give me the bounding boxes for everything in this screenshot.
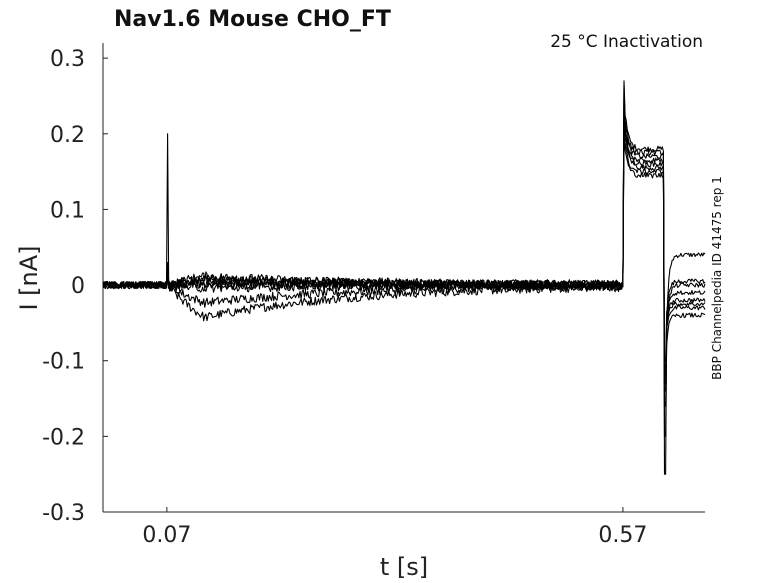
y-tick-label: -0.1	[42, 350, 85, 375]
current-trace	[102, 95, 706, 384]
y-tick-label: 0.2	[50, 123, 85, 148]
y-tick-label: -0.3	[42, 501, 85, 526]
current-trace	[102, 125, 706, 369]
y-tick-label: 0	[71, 274, 85, 299]
y-axis-label: I [nA]	[15, 245, 43, 310]
chart-title: Nav1.6 Mouse CHO_FT	[114, 7, 391, 32]
current-trace	[102, 118, 706, 392]
x-tick-label: 0.07	[142, 523, 191, 548]
y-tick-label: -0.2	[42, 425, 85, 450]
current-trace	[102, 84, 706, 377]
current-trace	[102, 110, 706, 362]
channelpedia-id-label: BBP Channelpedia ID 41475 rep 1	[710, 176, 724, 380]
y-ticks: 0.3 0.2 0.1 0 -0.1 -0.2 -0.3	[42, 47, 108, 526]
current-traces	[102, 80, 706, 475]
x-tick-label: 0.57	[598, 523, 647, 548]
condition-annotation: 25 °C Inactivation	[550, 32, 703, 52]
current-trace	[102, 87, 706, 407]
current-trace	[102, 102, 706, 437]
axes	[102, 43, 705, 513]
x-axis-label: t [s]	[380, 553, 428, 581]
x-ticks: 0.07 0.57	[142, 507, 647, 548]
y-tick-label: 0.3	[50, 47, 85, 72]
y-tick-label: 0.1	[50, 198, 85, 223]
